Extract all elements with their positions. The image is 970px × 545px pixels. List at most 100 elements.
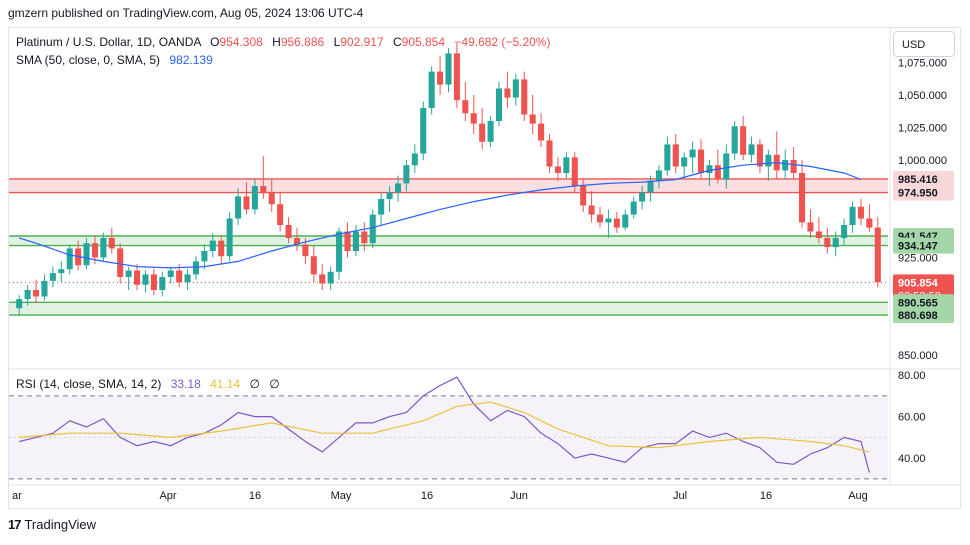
candle-body xyxy=(378,199,385,215)
candle xyxy=(580,178,587,212)
candle xyxy=(327,266,334,290)
candle-body xyxy=(117,248,124,277)
candle-body xyxy=(277,204,284,225)
candle-body xyxy=(512,79,519,98)
candle-body xyxy=(83,243,90,266)
candle xyxy=(386,186,393,212)
candle xyxy=(201,244,208,270)
candle xyxy=(479,108,486,150)
candle-body xyxy=(622,214,629,228)
candle xyxy=(378,192,385,225)
candle-body xyxy=(218,240,225,257)
currency-button[interactable]: USD xyxy=(893,31,955,57)
high-label: H xyxy=(272,35,281,49)
candle xyxy=(697,139,705,179)
candle xyxy=(504,71,511,108)
rsi-legend: RSI (14, close, SMA, 14, 2) 33.18 41.14 … xyxy=(16,377,280,391)
candle xyxy=(319,264,326,290)
candle-body xyxy=(462,100,469,114)
candle xyxy=(134,264,141,290)
sma-line xyxy=(19,161,862,269)
candle xyxy=(630,196,637,219)
candle-body xyxy=(33,290,40,297)
candle xyxy=(782,149,789,180)
candle-body xyxy=(596,214,604,223)
candle xyxy=(125,266,132,290)
time-tick-label: May xyxy=(331,490,352,502)
candle-body xyxy=(630,201,637,215)
candle xyxy=(723,144,730,189)
candle xyxy=(681,152,688,180)
resistance-zone xyxy=(9,178,888,193)
candle-body xyxy=(386,192,393,199)
candle xyxy=(361,222,368,251)
candle xyxy=(841,218,848,245)
candle xyxy=(285,217,292,244)
candle xyxy=(66,244,73,275)
candle-body xyxy=(428,71,435,108)
candle-body xyxy=(251,186,258,210)
candle xyxy=(310,245,317,283)
candle xyxy=(756,139,763,173)
time-tick-label: Aug xyxy=(848,490,868,502)
candle xyxy=(33,279,40,303)
candle xyxy=(790,147,797,180)
candle xyxy=(445,48,452,93)
candle-body xyxy=(336,231,343,272)
candle xyxy=(58,261,65,283)
time-tick-label: 16 xyxy=(249,490,261,502)
candle xyxy=(394,175,402,202)
candle xyxy=(613,212,620,233)
candle xyxy=(824,227,831,254)
candle xyxy=(49,266,56,288)
price-label-text: 880.698 xyxy=(898,310,938,322)
candle xyxy=(538,113,545,147)
candle-body xyxy=(209,240,216,251)
candle-body xyxy=(655,170,662,181)
candle-body xyxy=(159,277,166,290)
candle xyxy=(437,56,444,95)
candle-body xyxy=(41,280,48,297)
price-tick-label: 925.000 xyxy=(898,253,938,265)
support-zone xyxy=(9,302,888,316)
candle-body xyxy=(437,71,444,85)
candle-body xyxy=(866,218,873,228)
time-tick-label: Jun xyxy=(510,490,528,502)
candle-body xyxy=(857,206,864,219)
candle xyxy=(403,160,410,192)
candle-body xyxy=(134,270,141,285)
candle xyxy=(369,209,376,249)
candle xyxy=(243,182,250,215)
candle-body xyxy=(874,227,881,283)
candle xyxy=(100,232,107,262)
candle xyxy=(167,266,174,284)
candle xyxy=(209,232,216,258)
candle-body xyxy=(689,149,696,158)
price-label-support: 880.698 xyxy=(893,307,954,324)
candle xyxy=(740,115,747,160)
time-tick-label: Jul xyxy=(673,490,687,502)
candle-body xyxy=(327,271,334,284)
price-label-box xyxy=(893,170,954,187)
candle xyxy=(192,256,200,280)
candle xyxy=(159,271,166,297)
candle xyxy=(832,231,839,257)
price-label-resistance: 974.950 xyxy=(893,184,954,201)
candle-body xyxy=(369,214,376,244)
candle-body xyxy=(184,274,191,283)
candle xyxy=(108,227,115,254)
candle xyxy=(815,217,822,244)
candle xyxy=(529,95,536,134)
candle xyxy=(512,74,519,106)
candle-body xyxy=(260,186,267,193)
open-value: 954.308 xyxy=(219,35,263,49)
low-label: L xyxy=(333,35,341,49)
candle xyxy=(866,204,873,232)
price-tick-label: 1,025.000 xyxy=(898,123,947,135)
candle xyxy=(807,209,814,238)
candle xyxy=(142,270,149,293)
candle-body xyxy=(740,126,747,155)
publish-line: gmzern published on TradingView.com, Aug… xyxy=(8,6,364,20)
change-value: −49.682 (−5.20%) xyxy=(454,35,551,49)
